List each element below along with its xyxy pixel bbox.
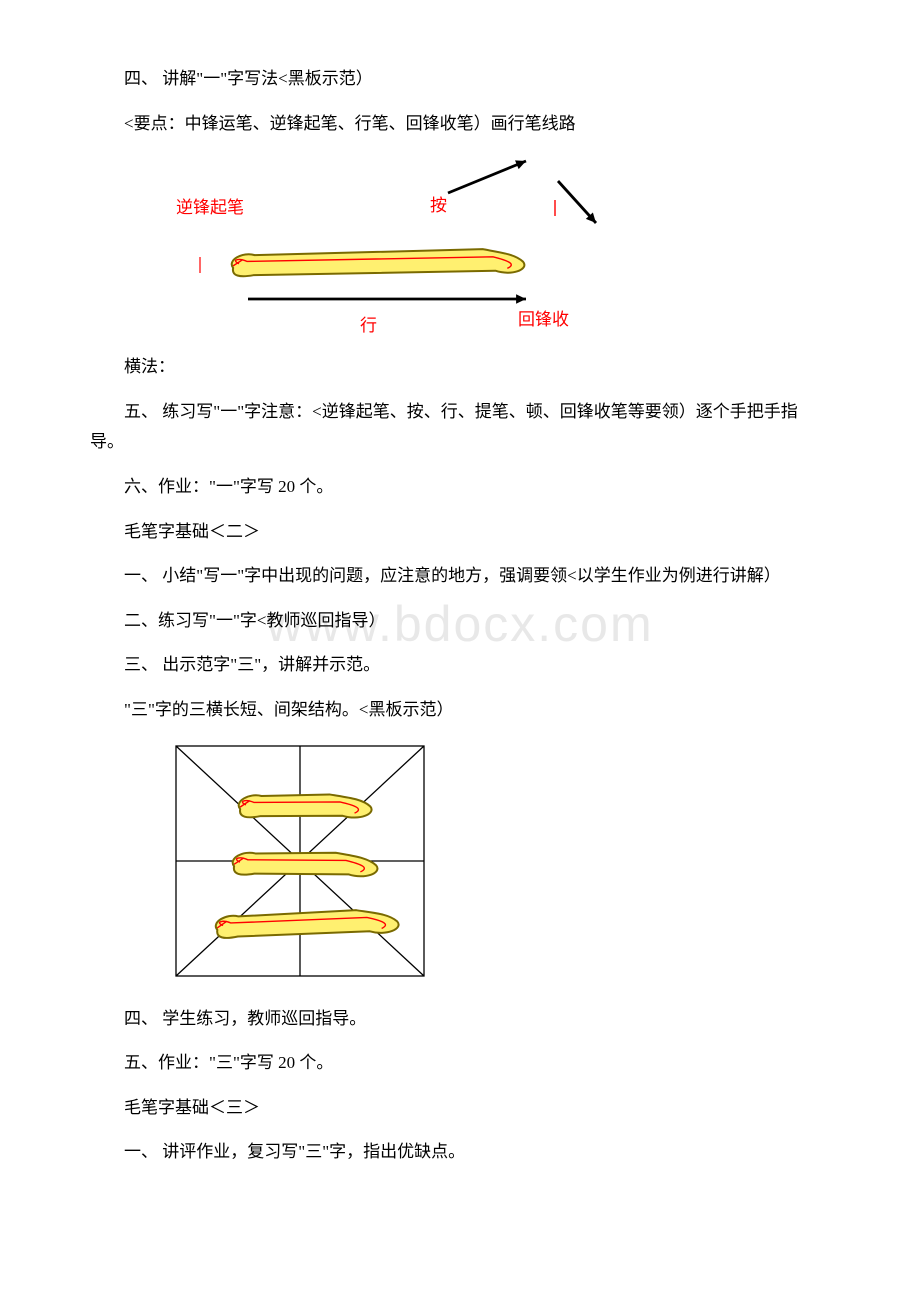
- para-11: 四、 学生练习，教师巡回指导。: [90, 1004, 830, 1035]
- svg-text:行: 行: [360, 316, 377, 335]
- para-14: 一、 讲评作业，复习写"三"字，指出优缺点。: [90, 1137, 830, 1168]
- para-9: 三、 出示范字"三"，讲解并示范。: [90, 650, 830, 681]
- svg-text:逆锋起笔: 逆锋起笔: [176, 198, 244, 217]
- diagram-horizontal-stroke: 逆锋起笔 按行 回锋收: [148, 153, 830, 338]
- para-8: 二、练习写"一"字<教师巡回指导）: [90, 606, 830, 637]
- para-2: <要点：中锋运笔、逆锋起笔、行笔、回锋收笔）画行笔线路: [90, 109, 830, 140]
- para-7: 一、 小结"写一"字中出现的问题，应注意的地方，强调要领<以学生作业为例进行讲解…: [90, 561, 830, 592]
- para-6: 毛笔字基础＜二＞: [90, 517, 830, 548]
- document-body: 四、 讲解"一"字写法<黑板示范） <要点：中锋运笔、逆锋起笔、行笔、回锋收笔）…: [90, 64, 830, 1168]
- svg-text:回锋收: 回锋收: [518, 310, 569, 329]
- para-5: 六、作业："一"字写 20 个。: [90, 472, 830, 503]
- para-12: 五、作业："三"字写 20 个。: [90, 1048, 830, 1079]
- para-4: 五、 练习写"一"字注意：<逆锋起笔、按、行、提笔、顿、回锋收笔等要领）逐个手把…: [90, 397, 830, 458]
- para-1: 四、 讲解"一"字写法<黑板示范）: [90, 64, 830, 95]
- svg-text:按: 按: [430, 196, 447, 215]
- diagram-san-character: [170, 740, 830, 982]
- para-3: 横法：: [90, 352, 830, 383]
- para-13: 毛笔字基础＜三＞: [90, 1093, 830, 1124]
- para-10: "三"字的三横长短、间架结构。<黑板示范）: [90, 695, 830, 726]
